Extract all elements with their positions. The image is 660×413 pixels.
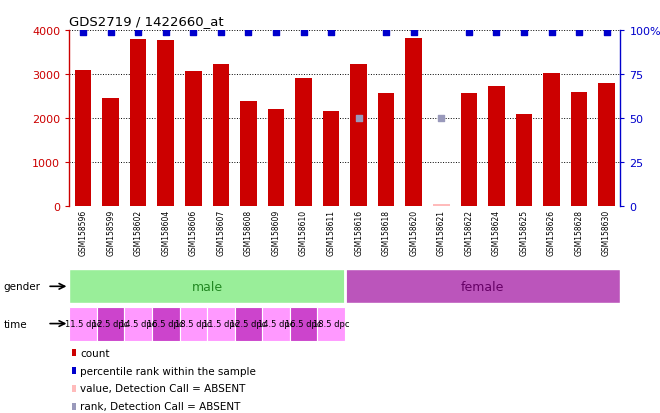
Text: GSM158599: GSM158599	[106, 209, 115, 256]
Point	[436, 115, 447, 122]
Text: GSM158621: GSM158621	[437, 209, 446, 255]
Point	[491, 29, 502, 36]
Bar	[515, 114, 532, 206]
Text: 12.5 dpc: 12.5 dpc	[230, 319, 267, 328]
Bar	[72, 367, 76, 374]
Bar	[262, 307, 290, 341]
Text: 16.5 dpc: 16.5 dpc	[285, 319, 322, 328]
Bar	[72, 385, 76, 392]
Bar	[461, 93, 477, 206]
Text: GSM158602: GSM158602	[134, 209, 143, 256]
Text: count: count	[81, 348, 110, 358]
Bar	[405, 39, 422, 206]
Bar	[152, 307, 180, 341]
Text: value, Detection Call = ABSENT: value, Detection Call = ABSENT	[81, 384, 246, 394]
Bar	[75, 71, 91, 206]
Bar	[235, 307, 262, 341]
Text: GSM158604: GSM158604	[161, 209, 170, 256]
Text: rank, Detection Call = ABSENT: rank, Detection Call = ABSENT	[81, 401, 241, 411]
Bar	[158, 40, 174, 206]
Text: GSM158618: GSM158618	[381, 209, 391, 255]
Bar	[102, 99, 119, 206]
Text: 11.5 dpc: 11.5 dpc	[203, 319, 239, 328]
Text: 12.5 dpc: 12.5 dpc	[92, 319, 129, 328]
Bar	[350, 65, 367, 206]
Point	[243, 29, 253, 36]
Text: GSM158625: GSM158625	[519, 209, 529, 256]
Bar	[268, 109, 284, 206]
Text: GSM158606: GSM158606	[189, 209, 198, 256]
Point	[353, 115, 364, 122]
Text: GSM158596: GSM158596	[79, 209, 88, 256]
Text: 16.5 dpc: 16.5 dpc	[147, 319, 184, 328]
Bar	[295, 78, 312, 206]
Point	[160, 29, 171, 36]
Bar	[69, 270, 345, 304]
Bar	[323, 112, 339, 206]
Point	[298, 29, 309, 36]
Text: GSM158616: GSM158616	[354, 209, 363, 256]
Bar	[72, 403, 76, 410]
Text: percentile rank within the sample: percentile rank within the sample	[81, 366, 256, 376]
Point	[106, 29, 116, 36]
Bar	[207, 307, 235, 341]
Point	[216, 29, 226, 36]
Bar	[180, 307, 207, 341]
Point	[271, 29, 281, 36]
Text: 11.5 dpc: 11.5 dpc	[65, 319, 101, 328]
Text: GSM158607: GSM158607	[216, 209, 225, 256]
Text: GSM158626: GSM158626	[547, 209, 556, 256]
Bar	[240, 102, 257, 206]
Text: 18.5 dpc: 18.5 dpc	[175, 319, 212, 328]
Point	[381, 29, 391, 36]
Text: 14.5 dpc: 14.5 dpc	[258, 319, 294, 328]
Text: 18.5 dpc: 18.5 dpc	[313, 319, 349, 328]
Text: GSM158622: GSM158622	[465, 209, 473, 255]
Point	[409, 29, 419, 36]
Text: male: male	[191, 280, 222, 293]
Text: GSM158611: GSM158611	[327, 209, 335, 255]
Bar	[345, 270, 620, 304]
Point	[188, 29, 199, 36]
Text: female: female	[461, 280, 504, 293]
Point	[574, 29, 584, 36]
Bar	[69, 307, 97, 341]
Point	[326, 29, 337, 36]
Bar	[543, 74, 560, 206]
Point	[519, 29, 529, 36]
Point	[546, 29, 557, 36]
Bar	[124, 307, 152, 341]
Bar	[571, 93, 587, 206]
Bar	[433, 204, 449, 206]
Point	[133, 29, 143, 36]
Bar	[488, 87, 505, 206]
Bar	[317, 307, 345, 341]
Bar	[72, 350, 76, 356]
Text: GSM158608: GSM158608	[244, 209, 253, 256]
Text: GSM158630: GSM158630	[602, 209, 611, 256]
Text: GSM158620: GSM158620	[409, 209, 418, 256]
Text: GSM158624: GSM158624	[492, 209, 501, 256]
Bar	[97, 307, 125, 341]
Bar	[599, 84, 615, 206]
Text: GDS2719 / 1422660_at: GDS2719 / 1422660_at	[69, 15, 224, 28]
Bar	[130, 40, 147, 206]
Text: GSM158610: GSM158610	[299, 209, 308, 256]
Bar	[213, 65, 229, 206]
Point	[463, 29, 474, 36]
Bar	[378, 94, 395, 206]
Text: GSM158628: GSM158628	[575, 209, 583, 255]
Text: GSM158609: GSM158609	[271, 209, 280, 256]
Bar	[290, 307, 317, 341]
Text: gender: gender	[3, 282, 40, 292]
Point	[601, 29, 612, 36]
Text: 14.5 dpc: 14.5 dpc	[120, 319, 156, 328]
Point	[78, 29, 88, 36]
Bar	[185, 72, 201, 206]
Text: time: time	[3, 319, 27, 329]
